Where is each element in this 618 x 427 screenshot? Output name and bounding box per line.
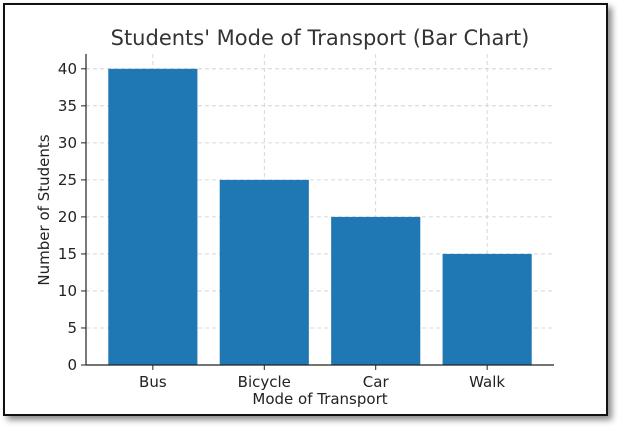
bar-walk (442, 253, 532, 365)
y-tick-label: 35 (58, 97, 77, 115)
x-tick-label: Bus (139, 373, 167, 391)
bar-bicycle (219, 179, 309, 365)
x-tick-label: Walk (469, 373, 505, 391)
y-tick-label: 5 (67, 319, 77, 337)
bar-bus (108, 68, 198, 366)
x-axis-label: Mode of Transport (252, 390, 387, 408)
chart-title: Students' Mode of Transport (Bar Chart) (111, 26, 530, 50)
y-tick-label: 20 (58, 208, 77, 226)
y-tick-label: 10 (58, 282, 77, 300)
y-axis-label: Number of Students (35, 134, 53, 285)
bar-car (331, 216, 421, 365)
x-tick-label: Bicycle (238, 373, 291, 391)
y-tick-label: 30 (58, 134, 77, 152)
x-ticks: Bus Bicycle Car Walk (139, 365, 505, 391)
x-gridlines (152, 54, 488, 365)
bars (108, 68, 532, 366)
y-tick-label: 40 (58, 60, 77, 78)
y-tick-label: 15 (58, 245, 77, 263)
y-ticks: 0 5 10 15 20 25 30 35 40 (58, 60, 86, 374)
y-tick-label: 25 (58, 171, 77, 189)
x-tick-label: Car (363, 373, 390, 391)
y-tick-label: 0 (67, 356, 77, 374)
